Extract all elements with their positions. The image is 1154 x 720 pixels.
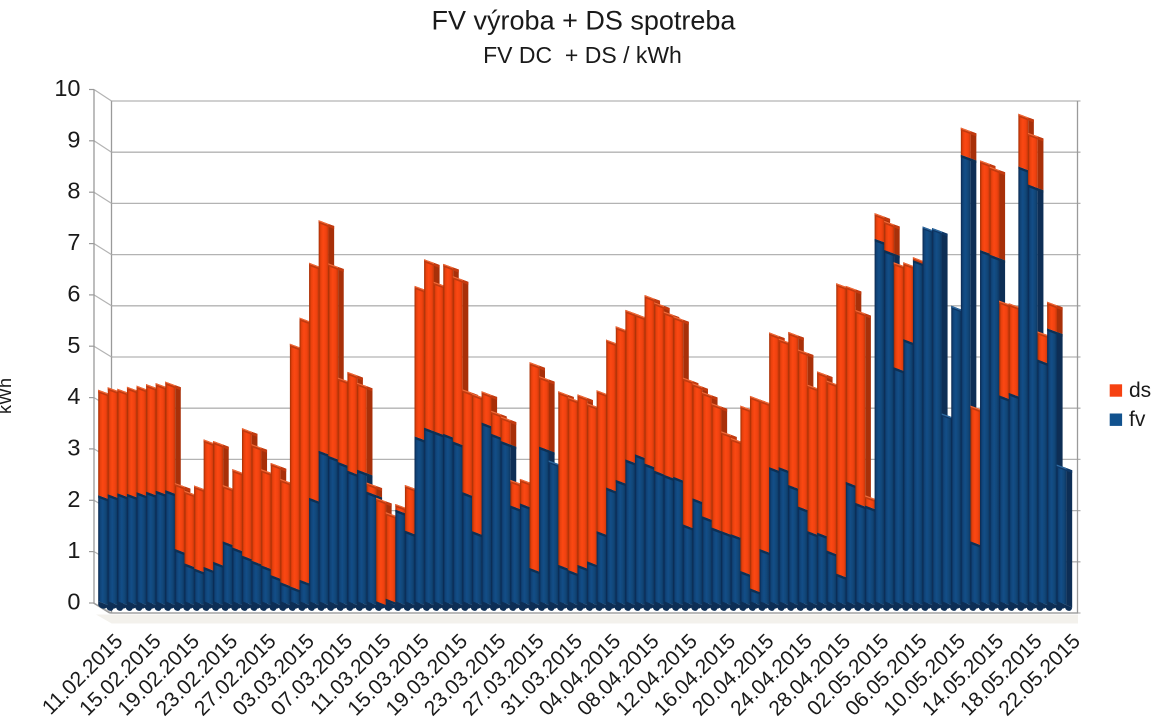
svg-text:5: 5 bbox=[67, 332, 80, 358]
svg-text:FV výroba + DS spotreba: FV výroba + DS spotreba bbox=[432, 6, 737, 36]
svg-text:fv: fv bbox=[1129, 408, 1146, 431]
svg-text:10: 10 bbox=[54, 75, 80, 101]
svg-text:FV DC + DS / kWh: FV DC + DS / kWh bbox=[483, 42, 682, 68]
svg-text:2: 2 bbox=[67, 486, 80, 512]
svg-text:1: 1 bbox=[67, 537, 80, 563]
svg-text:3: 3 bbox=[67, 434, 80, 460]
svg-text:9: 9 bbox=[67, 126, 80, 152]
svg-text:6: 6 bbox=[67, 280, 80, 306]
svg-text:ds: ds bbox=[1129, 379, 1151, 402]
svg-text:8: 8 bbox=[67, 178, 80, 204]
svg-text:4: 4 bbox=[67, 383, 80, 409]
svg-text:kWh: kWh bbox=[0, 378, 15, 414]
svg-text:7: 7 bbox=[67, 229, 80, 255]
svg-text:0: 0 bbox=[67, 589, 80, 615]
